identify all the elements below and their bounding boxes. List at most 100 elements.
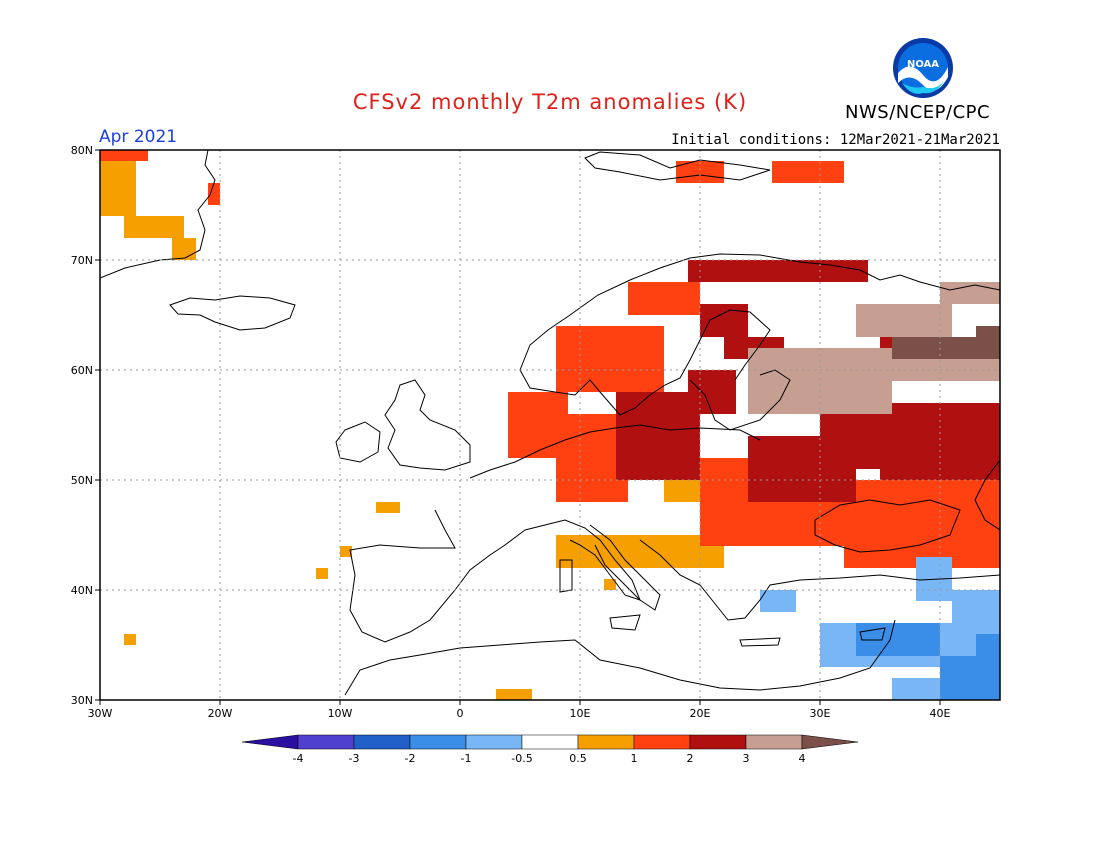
anomaly-cell [892,337,1000,359]
anomaly-cell [628,282,700,315]
anomaly-cell [376,502,400,513]
y-tick-label: 60N [71,364,93,377]
y-tick-label: 80N [71,144,93,157]
colorbar-swatch [521,734,579,750]
graticule [100,150,1000,700]
biscay-iberia-coast [349,509,526,643]
anomaly-cell [976,326,1000,348]
anomaly-cell [316,568,328,579]
colorbar-label: 1 [631,752,638,765]
anomaly-cell [844,480,1000,568]
svalbard-coast [584,151,771,181]
colorbar-label: 2 [687,752,694,765]
anomaly-cell [820,84,856,95]
anomaly-cell [700,62,724,73]
y-tick-label: 50N [71,474,93,487]
anomaly-cell [676,161,724,183]
anomaly-cell [772,161,844,183]
map-frame [99,149,1001,701]
anomaly-cell [976,634,1000,700]
anomaly-cell [508,392,568,458]
initial-conditions-label: Initial conditions: 12Mar2021-21Mar2021 [671,132,1000,148]
colorbar-label: -1 [461,752,472,765]
anomaly-cell [760,590,796,612]
colorbar-swatch [633,734,691,750]
anomaly-cell [964,711,1000,744]
anomaly-cell [124,634,136,645]
anomaly-cell [496,689,532,700]
sicily-coast [609,614,641,631]
map-title: CFSv2 monthly T2m anomalies (K) [352,90,748,114]
colorbar-label: -0.5 [511,752,532,765]
colorbar-label: 4 [799,752,806,765]
colorbar-swatch [689,734,747,750]
anomaly-cell [604,579,616,590]
x-tick-label: 30W [88,707,113,720]
anomaly-cell [340,546,352,557]
colorbar-label: 0.5 [569,752,587,765]
baltic-coast [689,369,791,431]
noaa-logo: NOAA [892,37,954,103]
colorbar-swatch [801,734,859,750]
x-tick-label: 20W [208,707,233,720]
anomaly-cell [424,700,556,722]
anomaly-cell [688,260,868,282]
y-tick-label: 70N [71,254,93,267]
x-tick-label: 20E [690,707,711,720]
anomaly-cell [772,128,832,150]
axis-ticks: 30W 20W 10W 0 10E 20E 30E 40E 80N 70N 60N 50N 40N 30N [71,144,951,720]
colorbar-swatch [241,734,299,750]
anomaly-cell [952,590,1000,623]
iceland-coast [169,295,296,331]
anomaly-cell [208,183,220,205]
y-tick-label: 40N [71,584,93,597]
greenland-coast [100,150,216,279]
anomaly-cell [688,370,736,414]
black-sea-coast [814,499,961,553]
colorbar-label: -2 [405,752,416,765]
anomaly-cell [556,326,664,392]
crete-coast [739,637,781,647]
anomaly-cell [616,392,700,480]
europe-west-coast [469,424,761,479]
great-britain-coast [384,379,471,471]
colorbar-swatch [409,734,467,750]
x-tick-label: 40E [930,707,951,720]
colorbar-label: 3 [743,752,750,765]
colorbar-swatch [745,734,803,750]
anomaly-cell [172,238,196,260]
anomaly-cell [856,304,952,337]
colorbar-label: -4 [293,752,304,765]
colorbar-label: -3 [349,752,360,765]
x-tick-label: 10W [328,707,353,720]
anomaly-cell [556,535,724,568]
ireland-coast [335,421,381,463]
norway-south-coast [519,309,771,416]
x-tick-label: 10E [570,707,591,720]
italy-coast [589,524,661,611]
anomaly-cell [940,282,1000,304]
anomaly-cell [124,216,184,238]
colorbar-swatch [297,734,355,750]
cyprus-coast [859,627,886,641]
agency-label: NWS/NCEP/CPC [845,102,991,123]
anomaly-cell [868,700,904,722]
sardinia-coast [559,559,573,593]
x-tick-label: 30E [810,707,831,720]
scandinavia-coast [519,253,1000,371]
caspian-coast [974,459,1000,531]
anomaly-cells [100,62,1000,744]
valid-month-label: Apr 2021 [99,127,178,147]
colorbar: -4 -3 -2 -1 -0.5 0.5 1 2 3 4 [241,734,859,765]
anomaly-cell [100,150,148,161]
colorbar-swatch [465,734,523,750]
x-tick-label: 0 [457,707,464,720]
logo-text: NOAA [907,59,939,70]
colorbar-swatch [577,734,635,750]
coastlines [100,150,1000,696]
y-tick-label: 30N [71,694,93,707]
mediterranean-north-coast [524,519,1000,621]
anomaly-cell [700,304,748,337]
north-africa-coast [344,619,896,696]
